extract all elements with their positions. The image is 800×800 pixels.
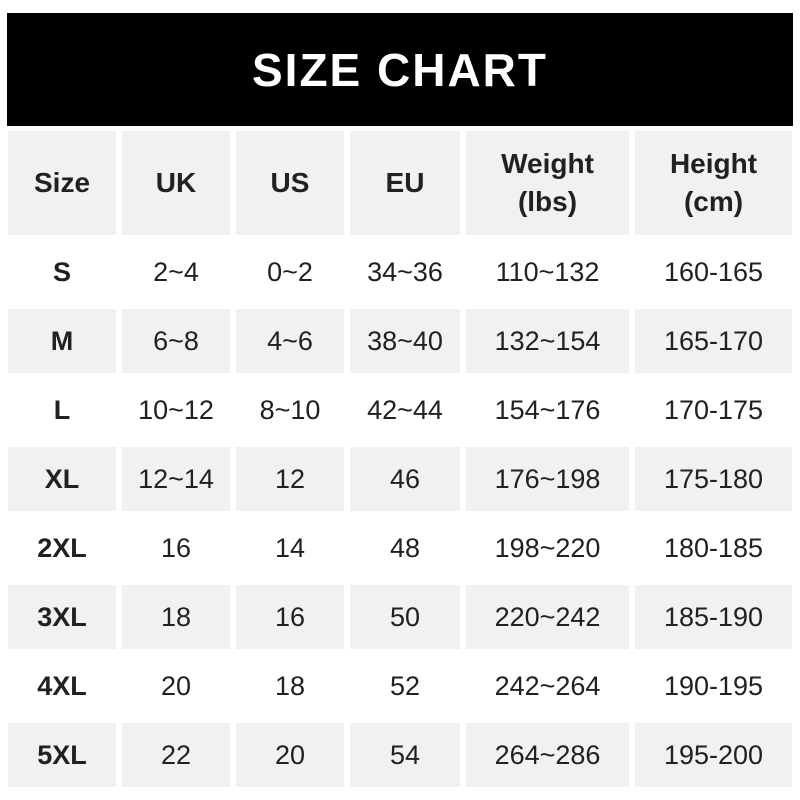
size-label-cell: L — [8, 378, 116, 442]
eu-value-cell: 54 — [350, 723, 460, 787]
eu-value-cell: 34~36 — [350, 240, 460, 304]
uk-value-cell: 20 — [122, 654, 230, 718]
weight-value-cell: 198~220 — [466, 516, 629, 580]
us-value-cell: 20 — [236, 723, 344, 787]
size-chart-table: Size UK US EU Weight (lbs) Height (cm) S… — [2, 126, 798, 792]
uk-value-cell: 16 — [122, 516, 230, 580]
size-label-cell: 5XL — [8, 723, 116, 787]
height-value-cell: 190-195 — [635, 654, 792, 718]
weight-value-cell: 264~286 — [466, 723, 629, 787]
weight-value-cell: 220~242 — [466, 585, 629, 649]
column-header-us: US — [236, 131, 344, 235]
height-value-cell: 165-170 — [635, 309, 792, 373]
size-label-cell: XL — [8, 447, 116, 511]
height-value-cell: 195-200 — [635, 723, 792, 787]
size-table-body: S 2~4 0~2 34~36 110~132 160-165 M 6~8 4~6 38~40 13… — [8, 240, 792, 787]
uk-value-cell: 10~12 — [122, 378, 230, 442]
weight-value-cell: 242~264 — [466, 654, 629, 718]
height-value-cell: 180-185 — [635, 516, 792, 580]
table-row-xl: XL 12~14 12 46 176~198 175-180 — [8, 447, 792, 511]
column-header-size: Size — [8, 131, 116, 235]
uk-value-cell: 22 — [122, 723, 230, 787]
table-row-l: L 10~12 8~10 42~44 154~176 170-175 — [8, 378, 792, 442]
column-header-uk: UK — [122, 131, 230, 235]
table-row-s: S 2~4 0~2 34~36 110~132 160-165 — [8, 240, 792, 304]
us-value-cell: 18 — [236, 654, 344, 718]
eu-value-cell: 48 — [350, 516, 460, 580]
column-header-weight: Weight (lbs) — [466, 131, 629, 235]
size-label-cell: S — [8, 240, 116, 304]
us-value-cell: 12 — [236, 447, 344, 511]
table-row-m: M 6~8 4~6 38~40 132~154 165-170 — [8, 309, 792, 373]
us-value-cell: 0~2 — [236, 240, 344, 304]
weight-value-cell: 176~198 — [466, 447, 629, 511]
size-label-cell: 4XL — [8, 654, 116, 718]
size-label-cell: 3XL — [8, 585, 116, 649]
table-row-4xl: 4XL 20 18 52 242~264 190-195 — [8, 654, 792, 718]
eu-value-cell: 46 — [350, 447, 460, 511]
weight-value-cell: 154~176 — [466, 378, 629, 442]
uk-value-cell: 18 — [122, 585, 230, 649]
page-title: SIZE CHART — [252, 43, 548, 96]
size-label-cell: M — [8, 309, 116, 373]
uk-value-cell: 12~14 — [122, 447, 230, 511]
size-chart-page: SIZE CHART Size UK US EU Weight (lbs) He… — [0, 13, 800, 800]
uk-value-cell: 6~8 — [122, 309, 230, 373]
column-header-height: Height (cm) — [635, 131, 792, 235]
weight-value-cell: 110~132 — [466, 240, 629, 304]
eu-value-cell: 50 — [350, 585, 460, 649]
us-value-cell: 8~10 — [236, 378, 344, 442]
table-row-2xl: 2XL 16 14 48 198~220 180-185 — [8, 516, 792, 580]
height-value-cell: 160-165 — [635, 240, 792, 304]
eu-value-cell: 42~44 — [350, 378, 460, 442]
size-label-cell: 2XL — [8, 516, 116, 580]
table-row-3xl: 3XL 18 16 50 220~242 185-190 — [8, 585, 792, 649]
eu-value-cell: 52 — [350, 654, 460, 718]
table-header: Size UK US EU Weight (lbs) Height (cm) — [8, 131, 792, 235]
us-value-cell: 4~6 — [236, 309, 344, 373]
weight-value-cell: 132~154 — [466, 309, 629, 373]
uk-value-cell: 2~4 — [122, 240, 230, 304]
column-header-eu: EU — [350, 131, 460, 235]
table-row-5xl: 5XL 22 20 54 264~286 195-200 — [8, 723, 792, 787]
height-value-cell: 170-175 — [635, 378, 792, 442]
height-value-cell: 175-180 — [635, 447, 792, 511]
height-value-cell: 185-190 — [635, 585, 792, 649]
us-value-cell: 16 — [236, 585, 344, 649]
header-row: Size UK US EU Weight (lbs) Height (cm) — [8, 131, 792, 235]
eu-value-cell: 38~40 — [350, 309, 460, 373]
size-chart-banner: SIZE CHART — [7, 13, 793, 126]
us-value-cell: 14 — [236, 516, 344, 580]
